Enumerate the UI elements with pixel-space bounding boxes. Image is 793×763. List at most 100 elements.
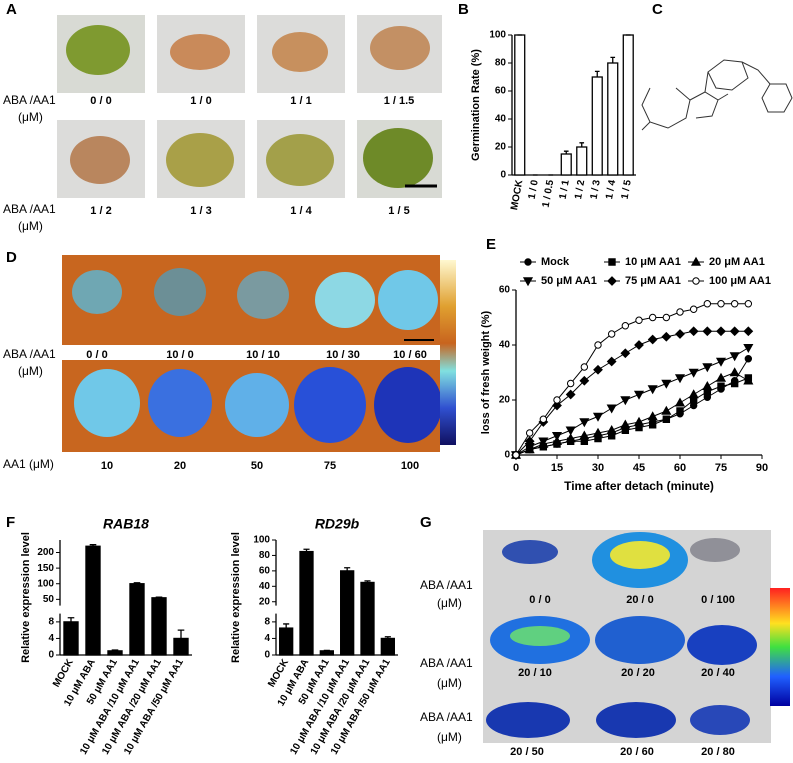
bond bbox=[689, 91, 719, 119]
panel-a-photos bbox=[57, 15, 442, 198]
panel-d-photos bbox=[62, 255, 456, 452]
legend-label: 75 μM AA1 bbox=[625, 275, 681, 287]
error-bar bbox=[344, 567, 351, 571]
bar bbox=[622, 34, 634, 176]
y-tick-label: 100 bbox=[253, 535, 270, 546]
marker bbox=[579, 375, 590, 386]
marker bbox=[606, 425, 617, 434]
marker bbox=[592, 427, 604, 437]
condition-label: 1 / 1.5 bbox=[384, 95, 415, 107]
series-line bbox=[515, 303, 749, 456]
error-bar bbox=[111, 649, 119, 651]
condition-label: 10 / 30 bbox=[326, 349, 360, 361]
chemical-structure bbox=[641, 59, 793, 131]
x-tick-label: MOCK bbox=[509, 178, 525, 211]
marker bbox=[621, 322, 630, 330]
error-bar bbox=[177, 629, 185, 639]
bar bbox=[576, 146, 588, 176]
plant bbox=[690, 538, 740, 562]
row-unit: (μM) bbox=[18, 110, 43, 124]
panel-letter: F bbox=[6, 514, 15, 531]
marker bbox=[692, 277, 700, 285]
bar bbox=[360, 581, 375, 656]
marker bbox=[620, 348, 631, 359]
condition-label: 20 / 20 bbox=[621, 667, 655, 679]
y-tick-label: 20 bbox=[499, 395, 511, 406]
y-tick-label: 50 bbox=[43, 594, 55, 605]
marker bbox=[607, 276, 617, 286]
marker bbox=[579, 430, 590, 440]
marker bbox=[702, 326, 713, 337]
condition-label: 0 / 0 bbox=[529, 594, 550, 606]
seeds bbox=[166, 133, 234, 187]
x-tick-label: 1 / 5 bbox=[620, 179, 634, 201]
marker bbox=[606, 356, 617, 367]
condition-label: 10 bbox=[101, 460, 113, 472]
panel-d-labels: ABA /AA1 (μM) 0 / 0 10 / 0 10 / 10 10 / … bbox=[3, 347, 427, 472]
marker bbox=[608, 258, 616, 266]
bar bbox=[299, 550, 314, 656]
panel-g-photo bbox=[483, 530, 790, 743]
y-tick-label: 40 bbox=[495, 114, 507, 125]
condition-label: 0 / 0 bbox=[90, 95, 111, 107]
bar bbox=[514, 34, 526, 176]
marker bbox=[522, 277, 534, 287]
bond bbox=[641, 121, 651, 131]
bar bbox=[107, 650, 123, 656]
marker bbox=[716, 326, 726, 337]
row-label: ABA /AA1 bbox=[3, 347, 56, 361]
y-tick-label: 0 bbox=[500, 170, 506, 181]
marker bbox=[553, 396, 561, 404]
plant-signal bbox=[510, 626, 570, 646]
panel-letter: G bbox=[420, 514, 432, 531]
error-bar bbox=[89, 544, 97, 547]
error-bar bbox=[67, 617, 75, 622]
marker bbox=[675, 329, 685, 339]
y-tick-label: 80 bbox=[259, 550, 271, 561]
y-tick-label: 200 bbox=[37, 547, 54, 558]
marker bbox=[539, 415, 548, 423]
series-line bbox=[515, 347, 749, 456]
legend-label: 10 μM AA1 bbox=[625, 256, 681, 268]
condition-label: 10 / 0 bbox=[166, 349, 194, 361]
legend-label: 100 μM AA1 bbox=[709, 275, 771, 287]
y-tick-label: 0 bbox=[48, 650, 54, 661]
y-tick-label: 150 bbox=[37, 563, 54, 574]
y-tick-label: 0 bbox=[504, 450, 510, 461]
error-bar bbox=[384, 636, 391, 639]
marker bbox=[648, 421, 657, 429]
legend-label: 20 μM AA1 bbox=[709, 256, 765, 268]
x-tick-label: 1 / 3 bbox=[589, 179, 603, 201]
marker bbox=[607, 330, 616, 338]
condition-label: 1 / 5 bbox=[388, 205, 409, 217]
x-tick-label: 30 bbox=[592, 462, 604, 474]
marker bbox=[661, 331, 672, 342]
series-line bbox=[515, 377, 749, 456]
marker bbox=[634, 340, 644, 350]
error-bar bbox=[303, 548, 310, 552]
row-unit: (μM) bbox=[437, 596, 462, 610]
bar bbox=[607, 62, 619, 176]
y-tick-label: 4 bbox=[48, 633, 54, 644]
condition-label: 10 / 60 bbox=[393, 349, 427, 361]
condition-label: 0 / 100 bbox=[701, 594, 735, 606]
error-bar bbox=[610, 56, 616, 63]
y-tick-label: 40 bbox=[499, 340, 511, 351]
marker bbox=[702, 363, 713, 373]
condition-label: 20 / 0 bbox=[626, 594, 654, 606]
y-axis-label: loss of fresh weight (%) bbox=[480, 310, 492, 434]
row-unit: (μM) bbox=[18, 219, 43, 233]
plant bbox=[596, 702, 676, 738]
plant bbox=[74, 369, 140, 437]
marker bbox=[743, 326, 754, 337]
y-tick-label: 20 bbox=[495, 142, 507, 153]
plant bbox=[148, 369, 212, 437]
marker bbox=[633, 390, 645, 400]
marker bbox=[525, 429, 534, 437]
marker bbox=[524, 258, 532, 266]
plant bbox=[486, 702, 570, 738]
bar bbox=[63, 621, 79, 656]
panel-letter: C bbox=[652, 1, 663, 18]
marker bbox=[688, 389, 699, 399]
